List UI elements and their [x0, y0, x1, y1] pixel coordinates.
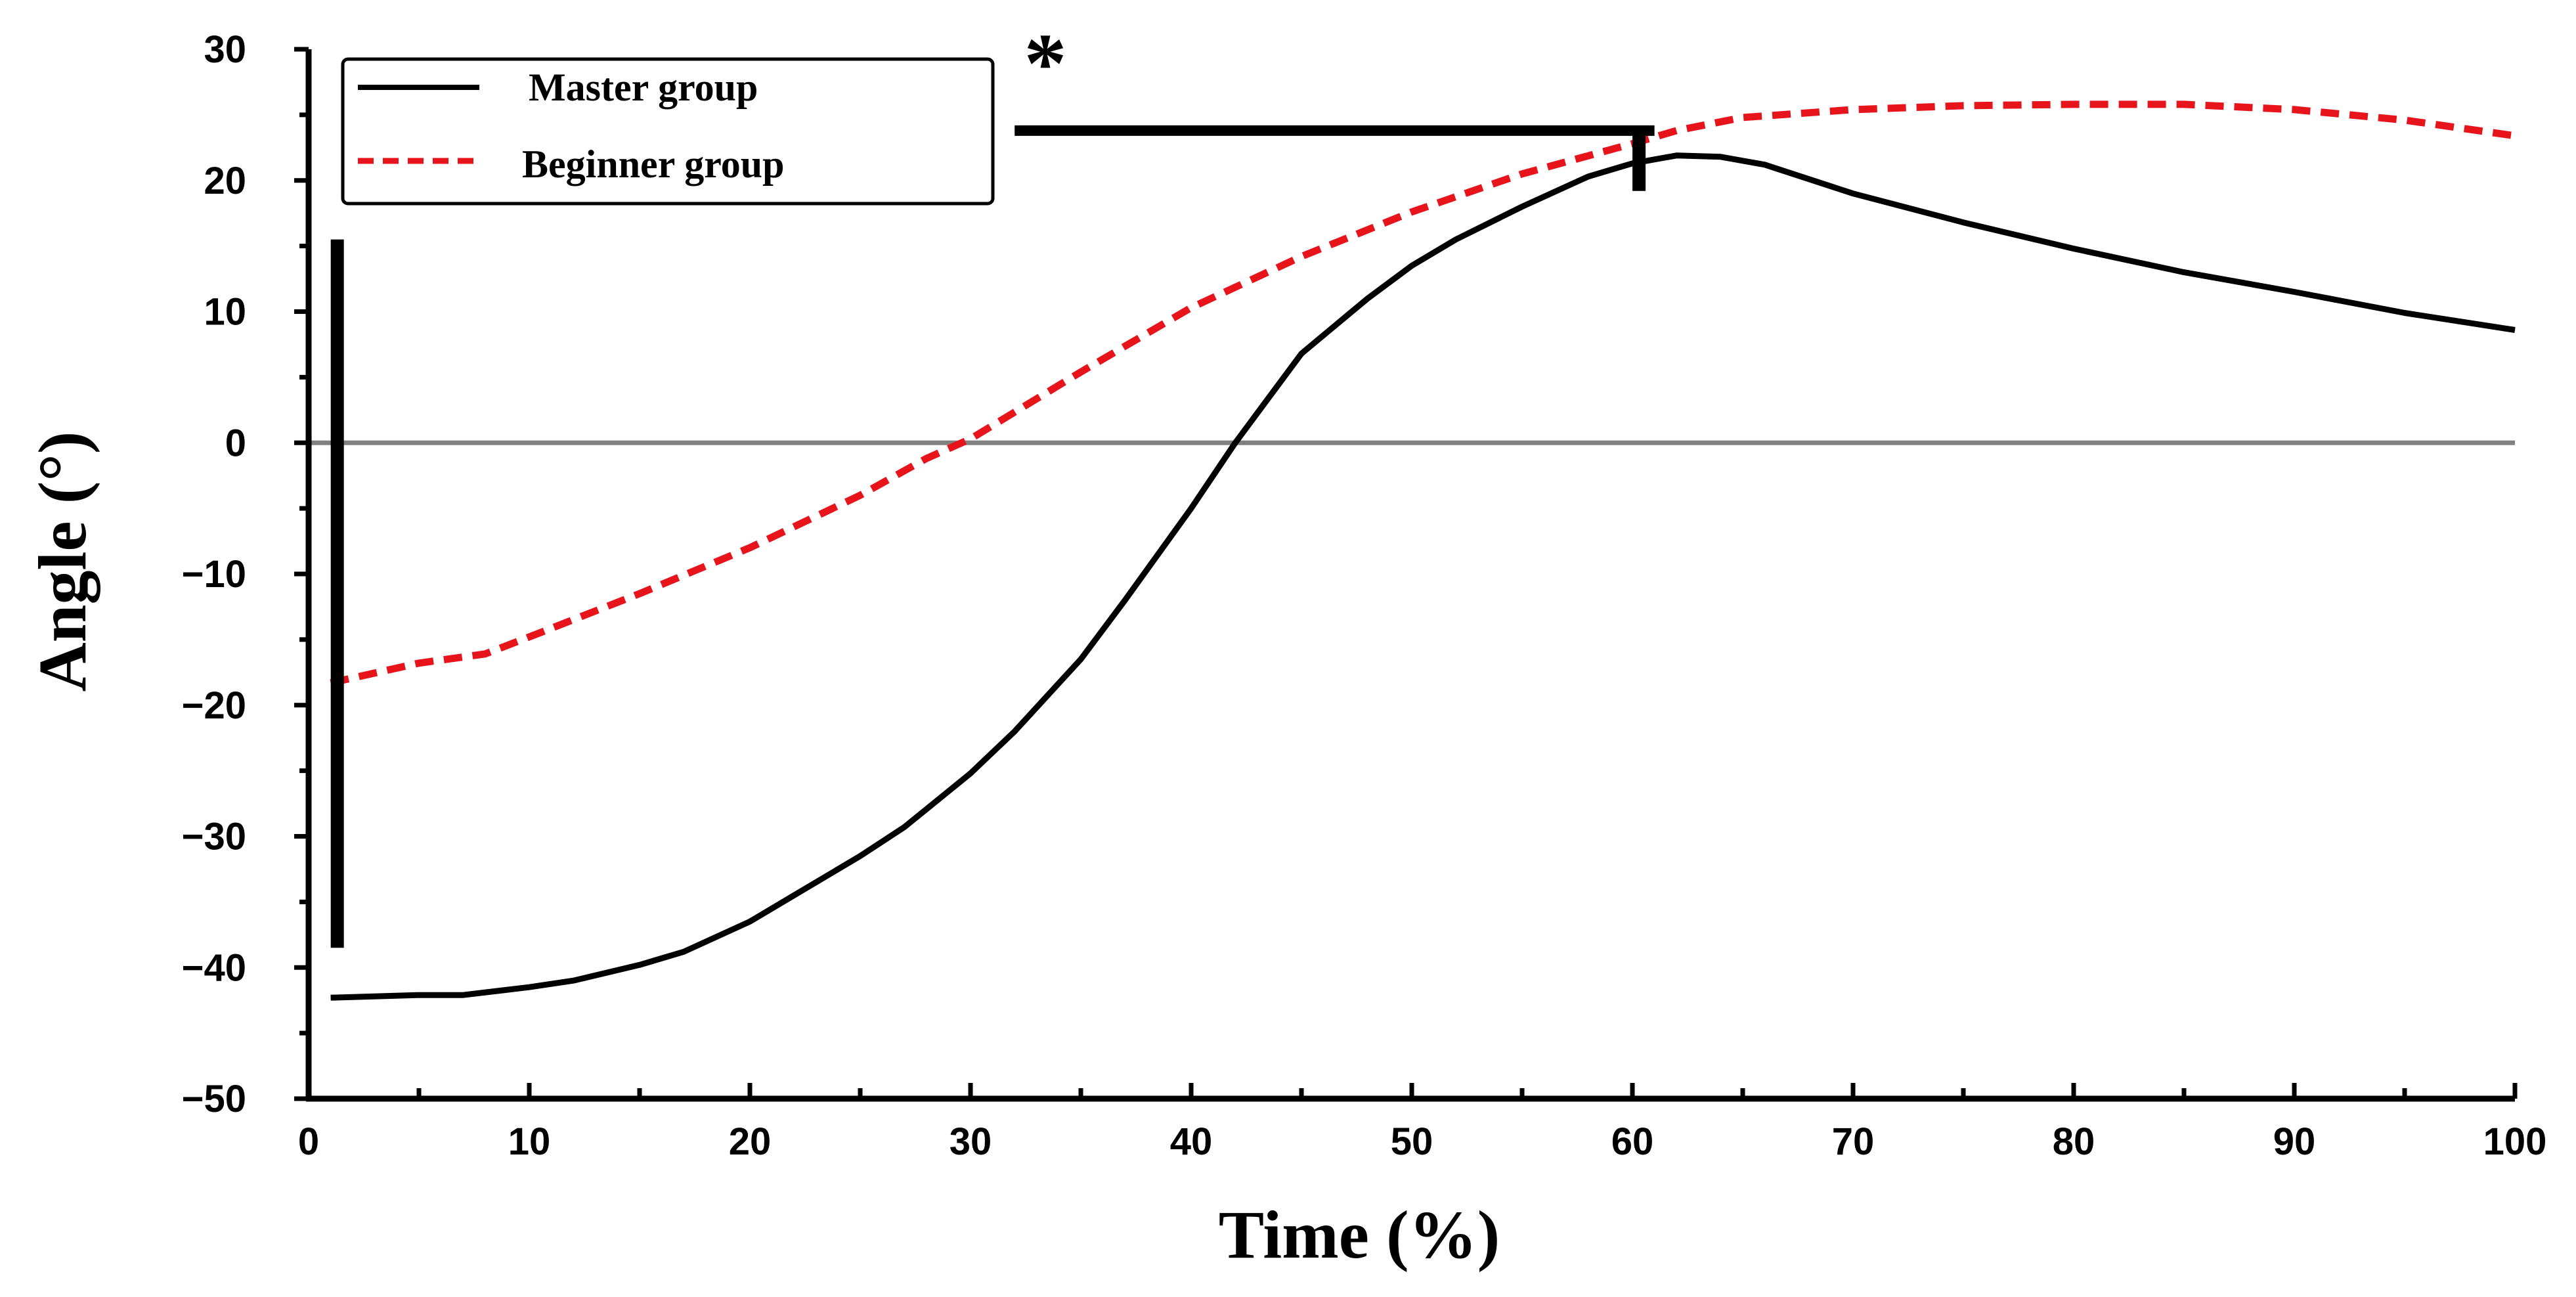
y-tick-label: −50	[182, 1078, 246, 1120]
y-tick-label: 30	[204, 28, 246, 71]
x-tick-label: 100	[2483, 1120, 2547, 1163]
legend-label-beginner: Beginner group	[522, 143, 785, 186]
x-tick-label: 30	[950, 1120, 992, 1163]
y-axis-title: Angle (°)	[25, 431, 100, 692]
y-tick-label: 10	[204, 291, 246, 334]
x-axis-title: Time (%)	[1219, 1197, 1500, 1273]
x-tick-label: 50	[1391, 1120, 1433, 1163]
y-tick-label: −30	[182, 816, 246, 858]
y-tick-label: 0	[225, 422, 246, 464]
error-bar-layer	[330, 125, 1655, 948]
y-tick-label: −20	[182, 684, 246, 727]
legend-label-master: Master group	[529, 66, 758, 109]
series-line-master-group	[330, 152, 2516, 1001]
x-tick-label: 0	[298, 1120, 319, 1163]
x-tick-label: 20	[729, 1120, 772, 1163]
x-tick-label: 10	[508, 1120, 551, 1163]
x-tick-label: 80	[2053, 1120, 2095, 1163]
x-tick-label: 60	[1611, 1120, 1654, 1163]
x-tick-label: 40	[1170, 1120, 1213, 1163]
axes	[294, 47, 2518, 1102]
y-tick-label: −10	[182, 553, 246, 596]
series-layer	[330, 100, 2516, 1001]
y-tick-label: −40	[182, 946, 246, 989]
x-tick-label: 90	[2273, 1120, 2316, 1163]
legend-box	[341, 57, 995, 206]
series-line-beginner-group	[330, 100, 2516, 687]
legend: Master group Beginner group	[341, 57, 995, 206]
significance-asterisk: *	[1024, 16, 1067, 111]
y-tick-label: 20	[204, 160, 246, 202]
x-tick-label: 70	[1832, 1120, 1875, 1163]
